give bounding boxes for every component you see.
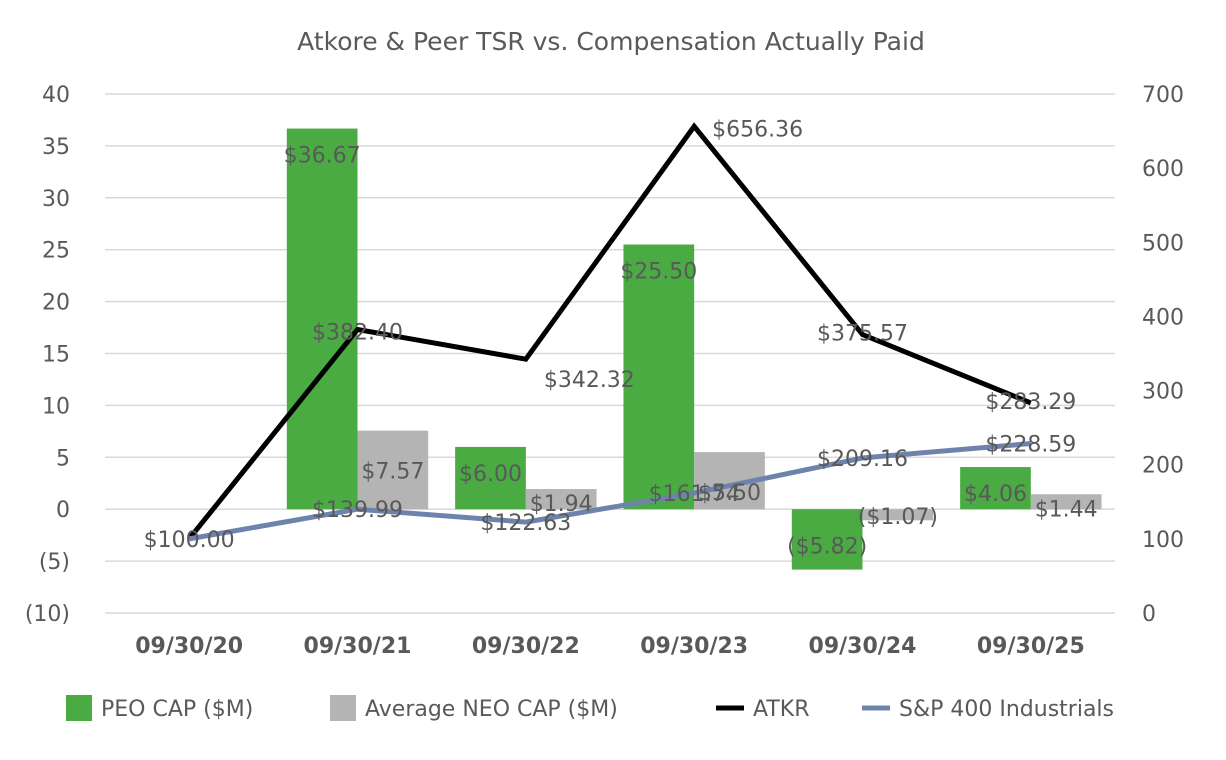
left-tick-label: 20 — [42, 291, 70, 316]
left-tick-label: (5) — [39, 550, 70, 575]
peo-cap-m-bar — [791, 509, 863, 570]
x-category-label: 09/30/24 — [809, 634, 917, 659]
peo-cap-data-label: $36.67 — [284, 144, 361, 169]
x-axis: 09/30/20 09/30/21 09/30/22 09/30/23 09/30/24… — [135, 634, 1085, 659]
neo-cap-data-label: $1.44 — [1035, 497, 1098, 522]
left-axis: 40 35 30 25 20 15 10 5 0 (5) (10) — [25, 83, 70, 627]
sp400-data-label: $228.59 — [985, 433, 1076, 458]
right-tick-label: 300 — [1142, 380, 1184, 405]
left-tick-label: (10) — [25, 602, 70, 627]
legend-label: PEO CAP ($M) — [101, 697, 253, 722]
neo-cap-data-label: $5.50 — [698, 481, 761, 506]
left-tick-label: 0 — [56, 498, 70, 523]
right-tick-label: 700 — [1142, 83, 1184, 108]
legend-label: S&P 400 Industrials — [899, 697, 1114, 722]
right-tick-label: 0 — [1142, 602, 1156, 627]
peo-cap-m-bar — [623, 244, 695, 510]
x-category-label: 09/30/20 — [135, 634, 243, 659]
peo-cap-m-bar — [286, 128, 358, 510]
legend: PEO CAP ($M) Average NEO CAP ($M) ATKR S&P … — [66, 695, 1114, 722]
legend-label: ATKR — [753, 697, 810, 722]
chart-title: Atkore & Peer TSR vs. Compensation Actua… — [297, 27, 925, 56]
right-axis: 700 600 500 400 300 200 100 0 — [1142, 83, 1184, 627]
peo-cap-m-bar — [455, 446, 526, 510]
sp400-data-label: $209.16 — [817, 447, 908, 472]
peo-cap-data-label: $4.06 — [964, 482, 1027, 507]
peo-cap-m-legend-swatch — [66, 695, 92, 721]
peo-cap-data-label: $25.50 — [620, 260, 697, 285]
atkr-data-label: $382.40 — [312, 320, 403, 345]
legend-label: Average NEO CAP ($M) — [365, 697, 618, 722]
right-tick-label: 500 — [1142, 231, 1184, 256]
sp400-data-label: $161.74 — [649, 482, 740, 507]
left-tick-label: 5 — [56, 446, 70, 471]
x-category-label: 09/30/25 — [977, 634, 1085, 659]
neo-cap-data-label: $1.94 — [530, 492, 593, 517]
right-tick-label: 100 — [1142, 528, 1184, 553]
right-tick-label: 200 — [1142, 454, 1184, 479]
right-tick-label: 600 — [1142, 157, 1184, 182]
grid-lines — [105, 93, 1115, 614]
data-labels: $36.67$6.00$25.50($5.82)$4.06$7.57$1.94 $… — [144, 117, 1098, 559]
atkr-line — [187, 122, 1032, 541]
atkr-data-label: $375.57 — [817, 322, 908, 347]
s-p-400-industrials-line — [188, 441, 1032, 542]
average-neo-cap-m-bar — [1030, 494, 1102, 510]
bar-series — [286, 128, 1102, 570]
right-tick-label: 400 — [1142, 305, 1184, 330]
neo-cap-data-label: ($1.07) — [858, 505, 938, 530]
left-tick-label: 25 — [42, 239, 70, 264]
left-tick-label: 30 — [42, 187, 70, 212]
peo-cap-data-label: $6.00 — [459, 462, 522, 487]
left-tick-label: 35 — [42, 135, 70, 160]
x-category-label: 09/30/21 — [304, 634, 412, 659]
average-neo-cap-m-bar — [525, 489, 597, 510]
x-category-label: 09/30/23 — [640, 634, 748, 659]
peo-cap-data-label: ($5.82) — [787, 535, 867, 560]
line-series — [187, 122, 1032, 542]
average-neo-cap-m-bar — [862, 509, 934, 521]
average-neo-cap-m-bar — [357, 430, 429, 510]
neo-cap-data-label: $7.57 — [361, 460, 424, 485]
sp400-data-label: $122.63 — [480, 511, 571, 536]
atkr-data-label: $283.29 — [985, 390, 1076, 415]
atkr-data-label: $656.36 — [712, 117, 803, 142]
left-tick-label: 40 — [42, 83, 70, 108]
left-tick-label: 15 — [42, 343, 70, 368]
x-category-label: 09/30/22 — [472, 634, 580, 659]
sp400-data-label: $139.99 — [312, 498, 403, 523]
atkr-data-label: $100.00 — [144, 528, 235, 553]
peo-cap-m-bar — [960, 467, 1031, 510]
average-neo-cap-m-legend-swatch — [330, 695, 356, 721]
atkr-data-label: $342.32 — [544, 368, 635, 393]
left-tick-label: 10 — [42, 394, 70, 419]
